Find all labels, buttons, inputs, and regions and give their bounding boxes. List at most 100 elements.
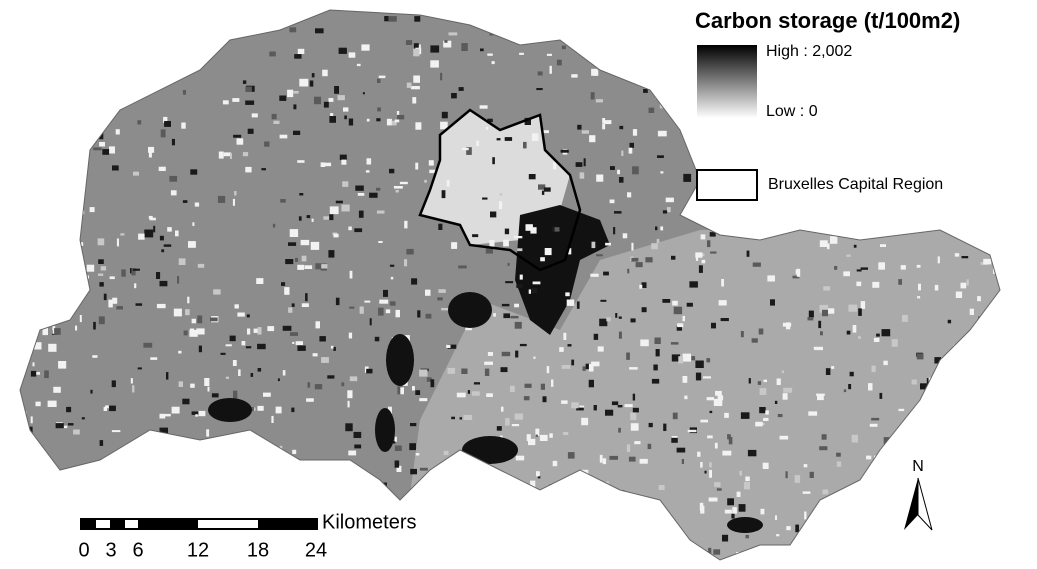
- raster-speck: [903, 66, 905, 74]
- raster-speck: [116, 129, 120, 134]
- raster-speck: [639, 81, 645, 84]
- raster-speck: [600, 300, 606, 302]
- raster-speck: [419, 369, 427, 376]
- raster-speck: [245, 167, 251, 173]
- raster-speck: [98, 274, 103, 276]
- raster-speck: [759, 232, 762, 240]
- raster-speck: [950, 487, 954, 490]
- raster-speck: [96, 555, 102, 557]
- raster-speck: [225, 505, 228, 508]
- raster-speck: [912, 380, 917, 385]
- raster-speck: [765, 229, 773, 233]
- raster-speck: [633, 129, 637, 136]
- raster-speck: [896, 109, 899, 112]
- raster-speck: [449, 32, 458, 35]
- raster-speck: [892, 339, 898, 347]
- raster-speck: [792, 156, 795, 162]
- raster-speck: [609, 456, 618, 460]
- raster-speck: [376, 118, 380, 121]
- raster-speck: [263, 393, 271, 397]
- raster-speck: [873, 55, 878, 63]
- raster-speck: [995, 521, 1000, 526]
- raster-speck: [292, 450, 296, 454]
- raster-speck: [650, 49, 656, 55]
- raster-speck: [603, 539, 608, 544]
- raster-speck: [587, 533, 589, 539]
- raster-speck: [94, 65, 100, 71]
- raster-speck: [117, 239, 119, 247]
- raster-speck: [444, 451, 449, 455]
- raster-speck: [112, 298, 117, 304]
- raster-speck: [438, 525, 443, 530]
- raster-speck: [531, 288, 538, 293]
- raster-speck: [486, 393, 493, 397]
- raster-speck: [653, 365, 657, 371]
- raster-speck: [731, 514, 734, 519]
- raster-speck: [681, 85, 686, 93]
- raster-speck: [972, 449, 978, 453]
- raster-speck: [243, 452, 250, 456]
- raster-speck: [150, 357, 157, 360]
- raster-speck: [516, 284, 522, 288]
- raster-speck: [358, 193, 365, 196]
- legend-low: Low : 0: [766, 103, 818, 120]
- raster-speck: [619, 317, 622, 319]
- raster-speck: [383, 290, 388, 297]
- raster-speck: [310, 81, 314, 87]
- raster-speck: [487, 54, 493, 56]
- raster-speck: [741, 331, 744, 337]
- raster-speck: [950, 178, 959, 181]
- raster-speck: [889, 470, 894, 477]
- raster-speck: [98, 122, 103, 124]
- raster-speck: [190, 24, 194, 28]
- raster-speck: [248, 129, 254, 134]
- legend-title: Carbon storage (t/100m2): [695, 8, 960, 33]
- raster-speck: [293, 91, 298, 94]
- raster-speck: [517, 248, 522, 251]
- raster-speck: [744, 38, 747, 43]
- raster-speck: [293, 131, 300, 135]
- raster-speck: [551, 380, 553, 387]
- raster-speck: [771, 170, 773, 173]
- raster-speck: [234, 28, 241, 31]
- raster-speck: [649, 423, 653, 427]
- raster-speck: [29, 81, 32, 85]
- raster-speck: [2, 536, 11, 540]
- raster-speck: [100, 440, 104, 446]
- raster-speck: [969, 181, 977, 186]
- raster-speck: [859, 108, 867, 113]
- raster-speck: [942, 376, 950, 383]
- raster-speck: [962, 29, 965, 33]
- raster-speck: [390, 301, 396, 305]
- raster-speck: [640, 459, 648, 464]
- raster-speck: [977, 296, 981, 301]
- raster-speck: [714, 482, 720, 487]
- raster-speck: [410, 469, 417, 474]
- raster-speck: [843, 217, 848, 221]
- raster-speck: [594, 334, 598, 340]
- raster-speck: [195, 414, 198, 417]
- raster-speck: [98, 238, 105, 245]
- raster-speck: [233, 391, 237, 399]
- raster-speck: [818, 321, 821, 328]
- raster-speck: [784, 84, 787, 90]
- raster-speck: [53, 236, 62, 239]
- raster-speck: [901, 473, 903, 480]
- raster-speck: [868, 235, 871, 238]
- raster-speck: [460, 417, 462, 419]
- raster-speck: [577, 125, 581, 130]
- raster-speck: [429, 485, 436, 492]
- raster-speck: [505, 229, 509, 235]
- raster-speck: [356, 542, 363, 546]
- raster-speck: [526, 224, 533, 231]
- raster-speck: [633, 394, 635, 401]
- raster-speck: [933, 435, 938, 442]
- raster-speck: [833, 520, 840, 527]
- raster-speck: [976, 417, 983, 424]
- raster-speck: [968, 204, 974, 212]
- raster-speck: [391, 277, 394, 280]
- raster-speck: [978, 496, 987, 502]
- raster-speck: [165, 473, 173, 478]
- raster-speck: [456, 476, 462, 480]
- raster-speck: [114, 69, 120, 76]
